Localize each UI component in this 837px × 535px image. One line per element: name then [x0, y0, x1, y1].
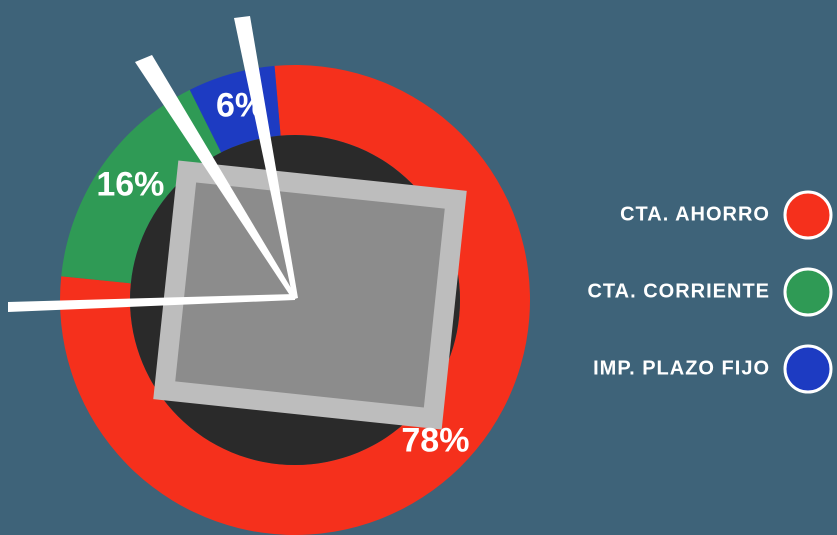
legend-label: CTA. AHORRO [620, 203, 770, 225]
value-label: 6% [216, 87, 265, 125]
legend-swatch [785, 192, 831, 238]
legend-swatch [785, 269, 831, 315]
legend-label: IMP. PLAZO FIJO [593, 357, 770, 379]
legend: CTA. AHORRO CTA. CORRIENTE IMP. PLAZO FIJO [587, 192, 831, 392]
value-label: 78% [401, 421, 469, 459]
banknote-print [175, 182, 445, 407]
chart: 78% 16% 6% CTA. AHORRO CTA. CORRIENTE IMP. P… [0, 0, 837, 535]
legend-label: CTA. CORRIENTE [587, 280, 770, 302]
value-label: 16% [96, 165, 164, 203]
page: {"chart_data": {"type": "pie", "categori… [0, 0, 837, 535]
legend-swatch [785, 346, 831, 392]
